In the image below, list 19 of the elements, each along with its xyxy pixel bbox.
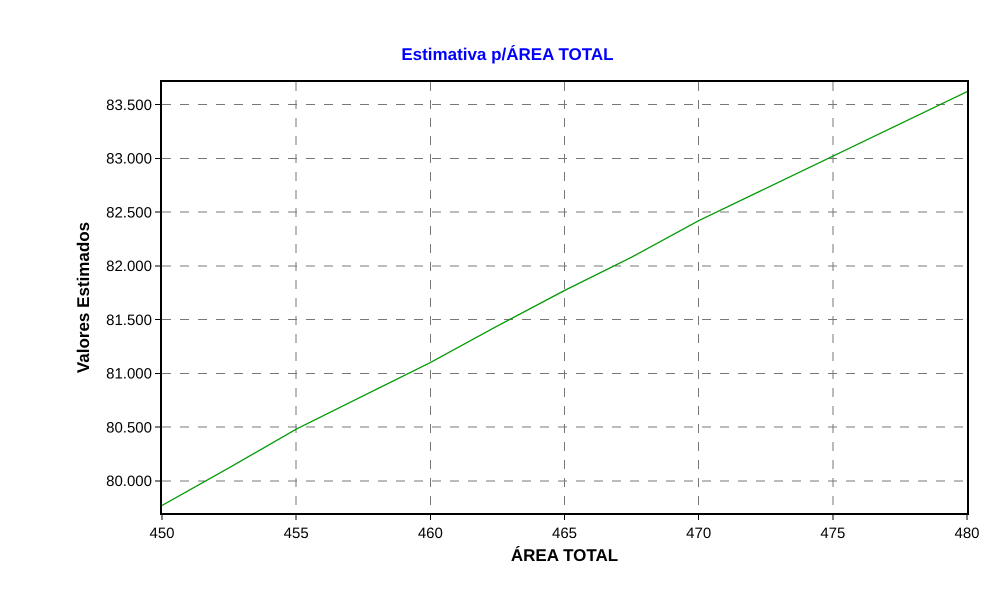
y-tick-label: 82.500 — [106, 204, 152, 222]
y-tick-label: 80.500 — [106, 419, 152, 436]
y-tick-label: 81.500 — [106, 312, 152, 329]
y-axis-title: Valores Estimados — [74, 222, 94, 374]
x-axis-title: ÁREA TOTAL — [510, 544, 618, 565]
line-series — [162, 91, 967, 506]
y-tick-label: 82.000 — [106, 258, 152, 276]
x-tick-label: 475 — [820, 525, 846, 542]
x-tick-label: 455 — [284, 525, 309, 542]
x-tick-label: 465 — [552, 525, 578, 542]
y-tick-label: 80.000 — [106, 473, 152, 490]
x-tick-label: 460 — [418, 525, 443, 542]
x-tick-label: 480 — [954, 525, 980, 542]
y-tick-label: 83.500 — [106, 96, 152, 114]
y-tick-label: 81.000 — [106, 366, 152, 383]
x-tick-label: 450 — [149, 525, 175, 542]
x-tick-label: 470 — [686, 525, 712, 542]
y-tick-label: 83.000 — [106, 150, 152, 168]
chart-title: Estimativa p/ÁREA TOTAL — [401, 44, 614, 64]
